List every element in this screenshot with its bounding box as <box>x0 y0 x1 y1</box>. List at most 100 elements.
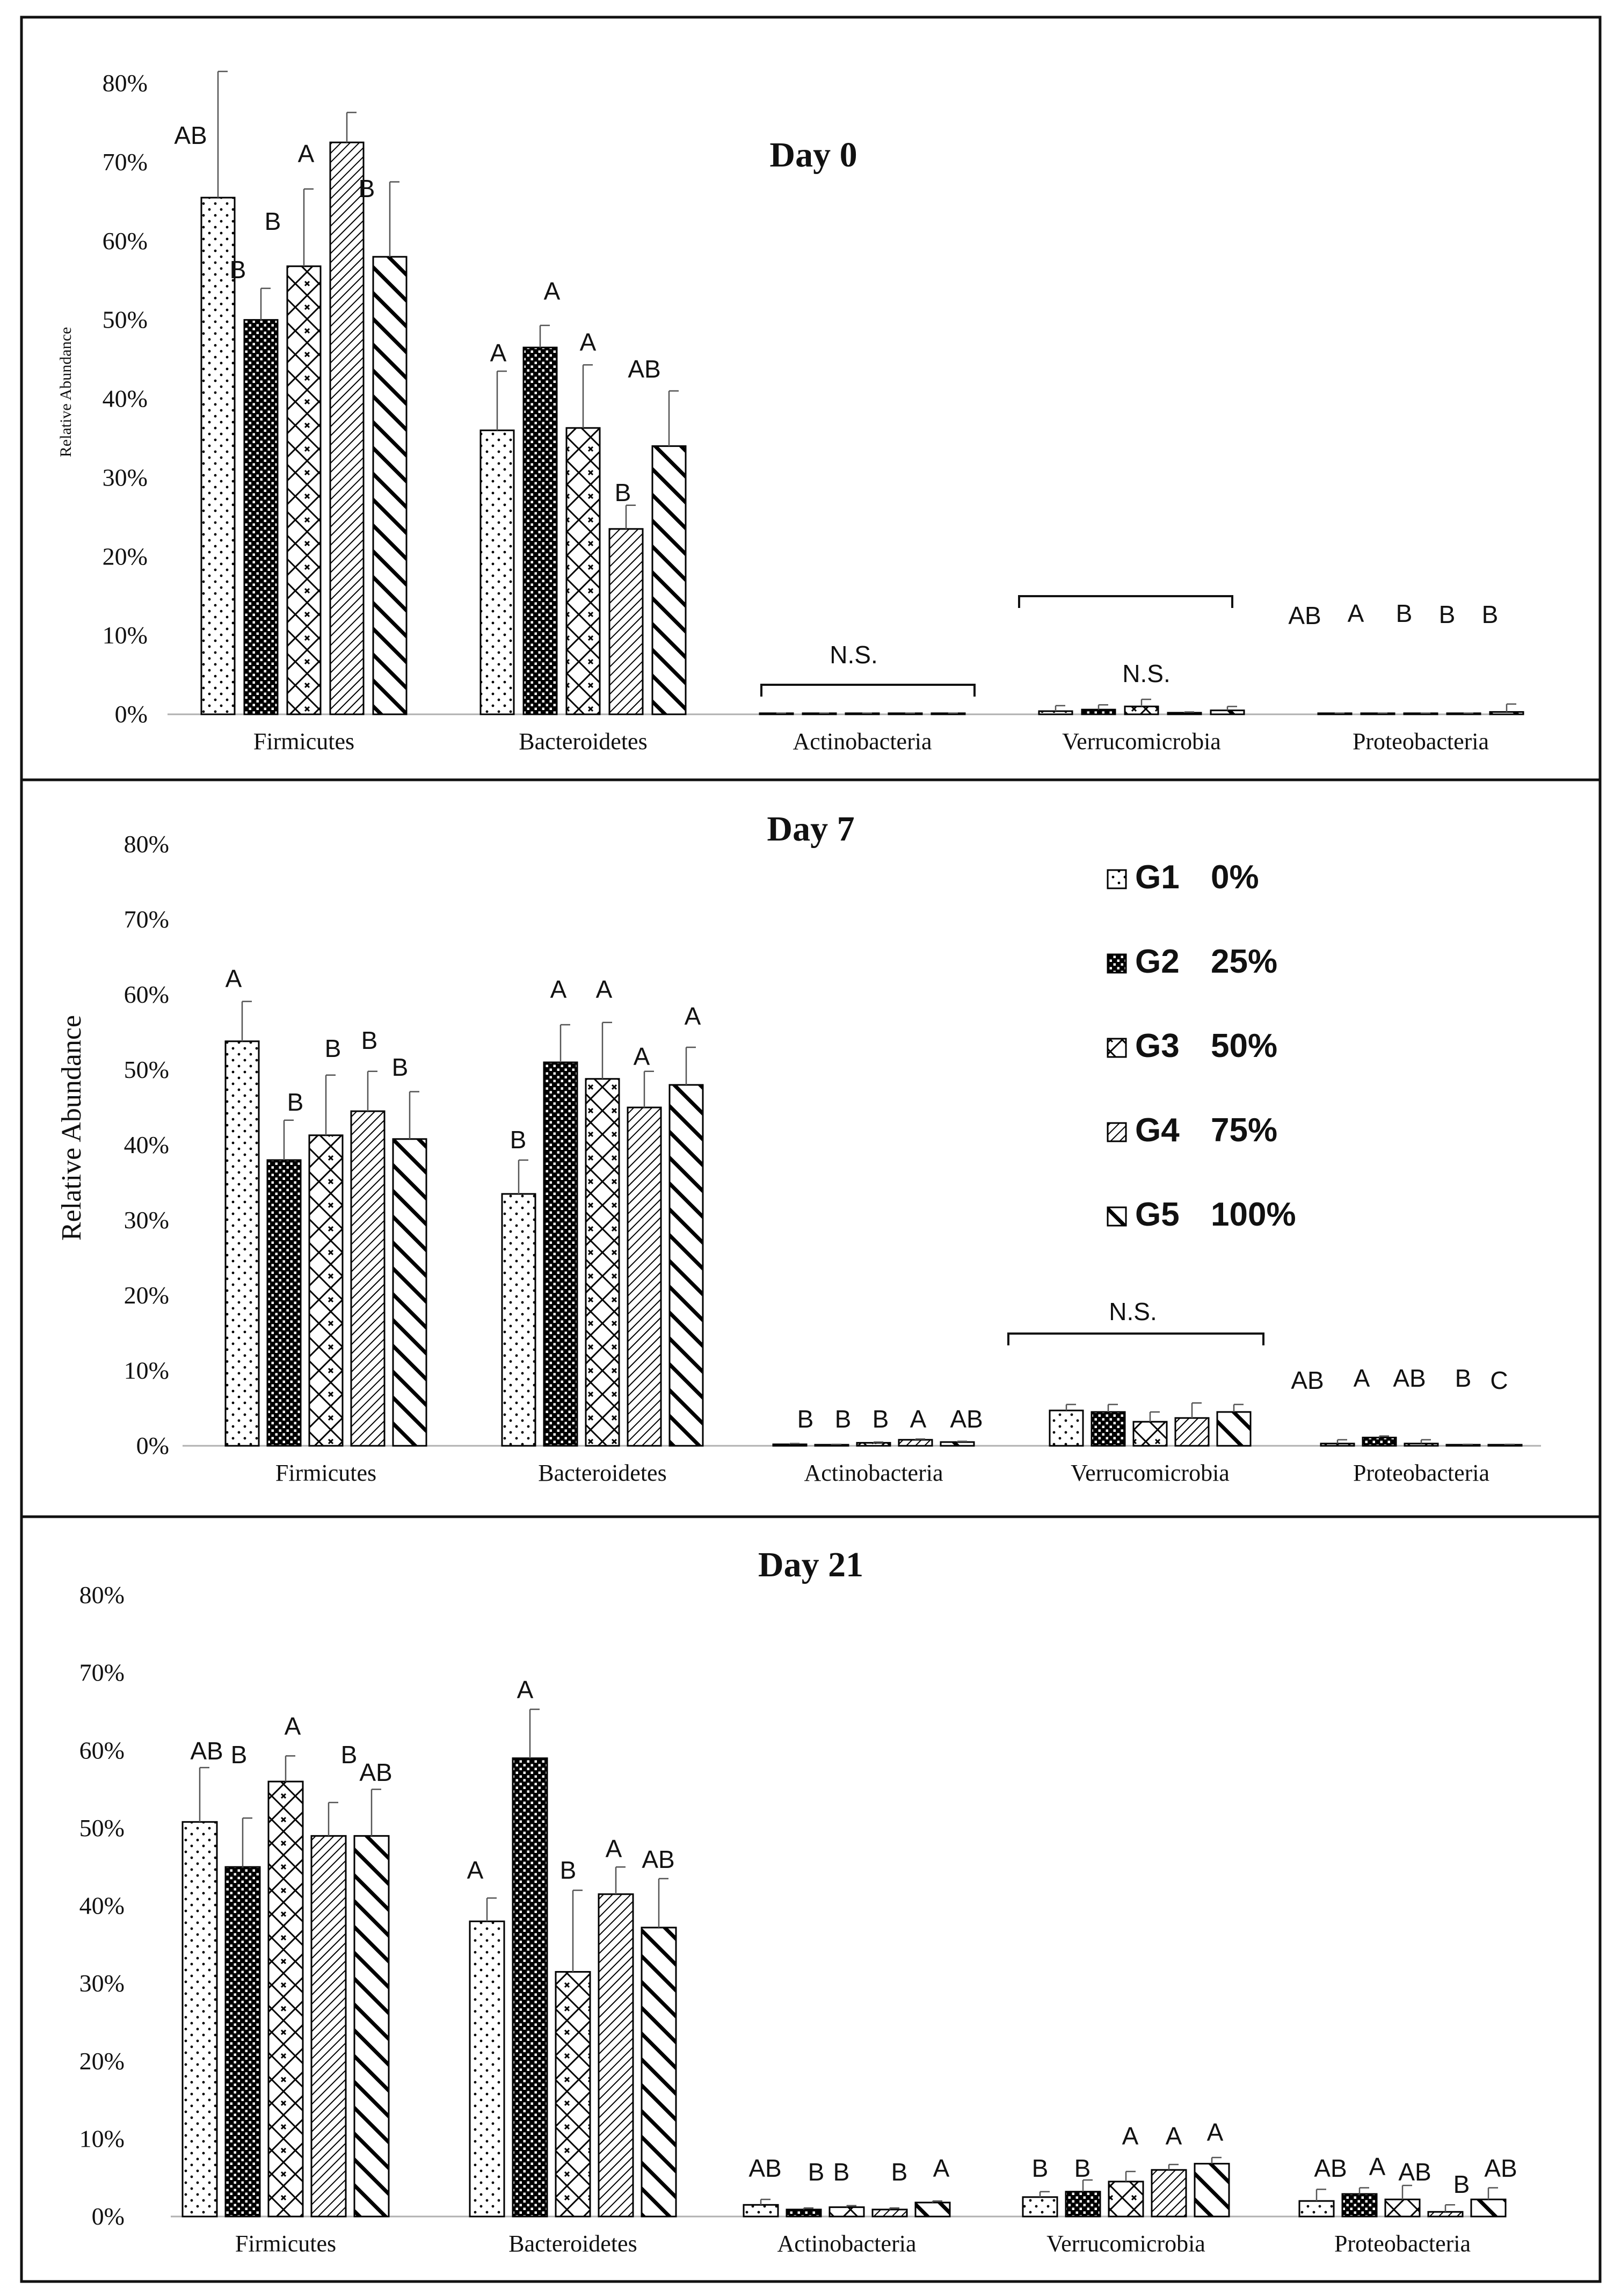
bar <box>772 1443 808 1447</box>
y-tick-label: 60% <box>103 227 148 255</box>
significance-label: AB <box>1393 1364 1426 1392</box>
bar <box>1384 2198 1421 2218</box>
significance-label: AB <box>1398 2158 1431 2186</box>
y-tick-label: 70% <box>79 1659 125 1686</box>
panels: Day 0 0% 10% 20% 30% 40% 50% 60% 70% 80% Relative … <box>20 16 1602 2283</box>
y-tick-label: 80% <box>79 1581 125 1609</box>
bar <box>871 2208 908 2218</box>
bar <box>243 319 279 715</box>
bar <box>1167 712 1202 715</box>
bar <box>1065 2191 1101 2218</box>
significance-label: B <box>287 1088 304 1116</box>
bar <box>1194 2163 1230 2218</box>
significance-label: A <box>580 328 597 356</box>
significance-label: AB <box>642 1845 674 1873</box>
bar <box>1210 709 1245 715</box>
bar <box>828 2206 865 2218</box>
panel-border <box>20 1515 1602 2283</box>
significance-label: A <box>606 1835 622 1863</box>
significance-label: B <box>1482 600 1499 628</box>
bar <box>898 1439 933 1447</box>
bar <box>641 1926 677 2218</box>
legend-percent: 25% <box>1211 943 1277 980</box>
significance-label: A <box>226 965 242 993</box>
bar <box>914 2201 951 2218</box>
bar <box>1216 1411 1252 1447</box>
chart-panel-1: Day 0 0% 10% 20% 30% 40% 50% 60% 70% 80% Relative … <box>20 16 1602 781</box>
significance-label: B <box>341 1741 358 1769</box>
bar <box>1038 710 1073 715</box>
significance-label: B <box>361 1026 378 1054</box>
category-label: Bacteroidetes <box>538 1460 666 1486</box>
category-label: Bacteroidetes <box>508 2230 637 2257</box>
significance-label: A <box>298 140 315 168</box>
significance-label: AB <box>1314 2154 1347 2182</box>
y-tick-label: 20% <box>79 2047 125 2075</box>
significance-label: AB <box>950 1405 983 1433</box>
category-label: Firmicutes <box>253 728 354 755</box>
y-tick-label: 0% <box>115 700 148 728</box>
significance-label: AB <box>1484 2154 1517 2182</box>
significance-label: B <box>833 2158 850 2186</box>
category-label: Firmicutes <box>235 2230 336 2257</box>
significance-label: B <box>835 1405 852 1433</box>
bar <box>585 1078 620 1447</box>
y-tick-label: 50% <box>124 1056 169 1083</box>
significance-label: B <box>560 1856 577 1884</box>
y-tick-label: 30% <box>103 463 148 491</box>
legend-swatch <box>1107 953 1127 974</box>
legend-swatch <box>1107 1122 1127 1142</box>
significance-label: B <box>359 175 375 202</box>
legend-code: G4 <box>1135 1112 1180 1149</box>
category-label: Bacteroidetes <box>519 728 647 755</box>
significance-label: A <box>910 1405 927 1433</box>
bar <box>501 1193 536 1447</box>
significance-label: C <box>1490 1366 1508 1394</box>
significance-label: A <box>490 339 507 367</box>
category-label: Actinobacteria <box>804 1460 943 1486</box>
bar <box>1404 1443 1439 1447</box>
legend: G1 0% G2 25% G3 50% G4 75% G5 100% <box>1107 859 1296 1233</box>
bar <box>266 1159 302 1447</box>
significance-label: AB <box>174 121 207 149</box>
legend-percent: 75% <box>1211 1112 1277 1149</box>
category-label: Proteobacteria <box>1353 728 1489 755</box>
significance-label: A <box>544 277 561 305</box>
bar <box>1320 1443 1355 1447</box>
bar <box>479 429 515 715</box>
bar <box>1151 2169 1187 2218</box>
category-label: Verrucomicrobia <box>1071 1460 1230 1486</box>
category-label: Actinobacteria <box>777 2230 917 2257</box>
bar <box>565 427 601 715</box>
y-tick-label: 0% <box>92 2203 125 2230</box>
significance-label: AB <box>628 355 660 383</box>
bar <box>555 1971 591 2218</box>
significance-label: A <box>1122 2122 1139 2150</box>
y-axis-label: Relative Abundance <box>57 327 75 457</box>
legend-swatch <box>1107 1038 1127 1058</box>
bar <box>200 197 236 715</box>
chart-title: Day 7 <box>767 809 854 849</box>
significance-label: A <box>933 2154 950 2182</box>
significance-label: B <box>1032 2154 1049 2182</box>
significance-label: B <box>1074 2154 1091 2182</box>
chart-title: Day 21 <box>758 1545 863 1584</box>
y-tick-label: 10% <box>79 2125 125 2152</box>
y-tick-label: 70% <box>103 148 148 176</box>
y-tick-label: 40% <box>124 1131 169 1158</box>
legend-code: G3 <box>1135 1027 1180 1064</box>
category-label: Proteobacteria <box>1353 1460 1489 1486</box>
bar <box>224 1866 261 2218</box>
bar <box>522 346 558 715</box>
legend-code: G1 <box>1135 859 1180 896</box>
significance-label: B <box>1455 1364 1472 1392</box>
bar <box>1022 2196 1058 2218</box>
legend-percent: 50% <box>1211 1027 1277 1064</box>
bar <box>1489 711 1524 715</box>
significance-label: A <box>685 1002 701 1030</box>
category-label: Firmicutes <box>275 1460 376 1486</box>
y-tick-label: 40% <box>103 385 148 412</box>
significance-label: B <box>230 256 246 284</box>
significance-label: A <box>467 1856 484 1884</box>
bar <box>224 1040 260 1447</box>
